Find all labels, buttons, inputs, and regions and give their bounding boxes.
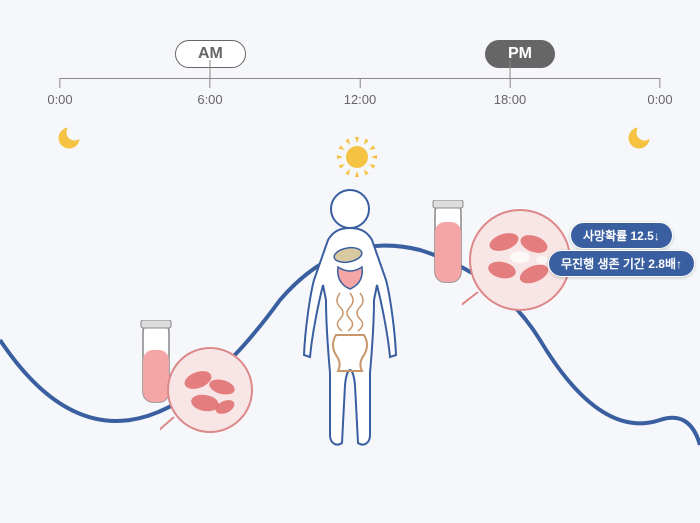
mortality-badge: 사망확률 12.5↓	[570, 222, 673, 249]
survival-badge: 무진행 생존 기간 2.8배↑	[548, 250, 695, 277]
human-body	[290, 185, 410, 455]
cell-bubble-left	[160, 345, 260, 445]
infographic-canvas: AM PM 0:006:0012:0018:000:00	[0, 0, 700, 523]
blood-tube-right	[430, 200, 466, 300]
